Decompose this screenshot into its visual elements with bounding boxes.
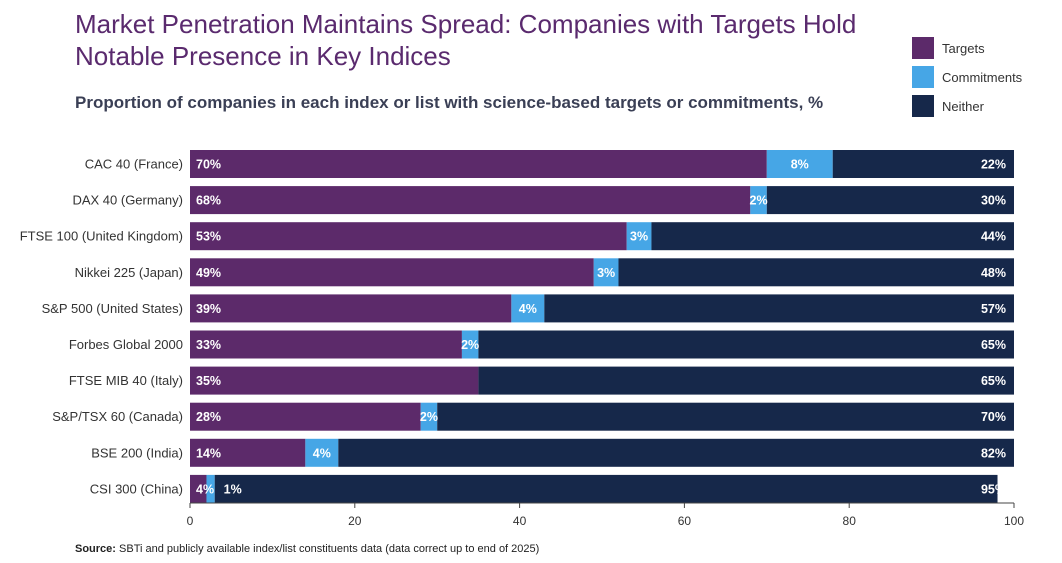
bar-neither-bse-200-india: [338, 438, 1014, 467]
chart-title: Market Penetration Maintains Spread: Com…: [75, 9, 857, 71]
category-label-forbes-global-2000: Forbes Global 2000: [69, 337, 183, 352]
bar-targets-nikkei-225-japan: [190, 258, 594, 287]
data-label-targets-nikkei-225-japan: 49%: [196, 266, 221, 280]
legend-swatch-commitments: [912, 66, 934, 88]
data-label-targets-cac-40-france: 70%: [196, 158, 221, 172]
data-label-commitments-ftse-100-united-kingdom: 3%: [630, 230, 648, 244]
stacked-bar-chart: CAC 40 (France) 70% 8% 22% DAX 40 (Germany) 6…: [20, 150, 1024, 528]
x-tick-label-40: 40: [513, 514, 527, 528]
bar-neither-s-p-tsx-60-canada: [437, 402, 1014, 431]
legend-label-neither: Neither: [942, 98, 984, 114]
legend-swatch-neither: [912, 95, 934, 117]
bar-neither-dax-40-germany: [766, 186, 1014, 215]
bar-commitments-csi-300-china: [206, 474, 215, 503]
bar-neither-nikkei-225-japan: [618, 258, 1014, 287]
data-label-commitments-bse-200-india: 4%: [313, 446, 331, 460]
bar-targets-forbes-global-2000: [190, 330, 462, 359]
source-text: SBTi and publicly available index/list c…: [115, 543, 540, 555]
data-label-commitments-s-p-500-united-states: 4%: [519, 302, 537, 316]
bar-neither-s-p-500-united-states: [544, 294, 1014, 323]
bar-commitments-forbes-global-2000: [461, 330, 479, 359]
bar-targets-dax-40-germany: [190, 186, 751, 215]
data-label-targets-ftse-100-united-kingdom: 53%: [196, 230, 221, 244]
bar-commitments-nikkei-225-japan: [593, 258, 619, 287]
bar-neither-csi-300-china: [214, 474, 998, 503]
data-label-targets-forbes-global-2000: 33%: [196, 338, 221, 352]
data-label-targets-dax-40-germany: 68%: [196, 194, 221, 208]
category-label-ftse-mib-40-italy: FTSE MIB 40 (Italy): [69, 373, 183, 388]
bar-targets-s-p-tsx-60-canada: [190, 402, 421, 431]
bar-neither-forbes-global-2000: [478, 330, 1014, 359]
legend-label-commitments: Commitments: [942, 69, 1023, 85]
bar-targets-s-p-500-united-states: [190, 294, 512, 323]
category-label-cac-40-france: CAC 40 (France): [85, 157, 183, 172]
data-label-commitments-cac-40-france: 8%: [791, 158, 809, 172]
data-label-neither-s-p-500-united-states: 57%: [981, 302, 1006, 316]
legend-item-targets: Targets: [912, 37, 1022, 59]
bar-neither-ftse-mib-40-italy: [478, 366, 1014, 395]
data-label-targets-s-p-tsx-60-canada: 28%: [196, 410, 221, 424]
category-label-bse-200-india: BSE 200 (India): [91, 445, 183, 460]
data-label-neither-nikkei-225-japan: 48%: [981, 266, 1006, 280]
x-tick-label-20: 20: [348, 514, 362, 528]
category-label-ftse-100-united-kingdom: FTSE 100 (United Kingdom): [20, 229, 183, 244]
source-label: Source:: [75, 543, 116, 555]
data-label-targets-bse-200-india: 14%: [196, 446, 221, 460]
bar-commitments-dax-40-germany: [750, 186, 767, 215]
bar-targets-cac-40-france: [190, 150, 767, 178]
data-label-neither-ftse-100-united-kingdom: 44%: [981, 230, 1006, 244]
data-label-neither-forbes-global-2000: 65%: [981, 338, 1006, 352]
bar-targets-csi-300-china: [190, 474, 207, 503]
data-label-targets-s-p-500-united-states: 39%: [196, 302, 221, 316]
chart-subtitle: Proportion of companies in each index or…: [75, 93, 824, 112]
data-label-commitments-nikkei-225-japan: 3%: [597, 266, 615, 280]
category-label-nikkei-225-japan: Nikkei 225 (Japan): [75, 265, 183, 280]
data-label-commitments-s-p-tsx-60-canada: 2%: [420, 410, 438, 424]
x-tick-label-80: 80: [843, 514, 857, 528]
bar-commitments-s-p-tsx-60-canada: [420, 402, 438, 431]
data-label-neither-dax-40-germany: 30%: [981, 194, 1006, 208]
legend-swatch-targets: [912, 37, 934, 59]
data-label-commitments-dax-40-germany: 2%: [750, 194, 768, 208]
bar-commitments-bse-200-india: [305, 438, 339, 467]
x-tick-label-100: 100: [1004, 514, 1024, 528]
legend-item-commitments: Commitments: [912, 66, 1023, 88]
legend-label-targets: Targets: [942, 40, 985, 56]
data-label-neither-ftse-mib-40-italy: 65%: [981, 374, 1006, 388]
data-label-targets-ftse-mib-40-italy: 35%: [196, 374, 221, 388]
data-label-neither-csi-300-china: 95%: [981, 482, 1006, 496]
category-label-s-p-tsx-60-canada: S&P/TSX 60 (Canada): [52, 409, 183, 424]
data-label-neither-cac-40-france: 22%: [981, 158, 1006, 172]
bar-targets-bse-200-india: [190, 438, 306, 467]
bar-neither-ftse-100-united-kingdom: [651, 222, 1014, 251]
bar-commitments-ftse-100-united-kingdom: [626, 222, 652, 251]
bar-commitments-cac-40-france: [766, 150, 833, 178]
source-note: Source: SBTi and publicly available inde…: [75, 543, 539, 555]
legend-item-neither: Neither: [912, 95, 1022, 117]
x-tick-label-0: 0: [187, 514, 194, 528]
data-label-neither-s-p-tsx-60-canada: 70%: [981, 410, 1006, 424]
category-label-dax-40-germany: DAX 40 (Germany): [72, 193, 183, 208]
data-label-targets-csi-300-china: 4%: [196, 482, 214, 496]
bar-targets-ftse-mib-40-italy: [190, 366, 479, 395]
x-tick-label-60: 60: [678, 514, 692, 528]
data-label-neither-bse-200-india: 82%: [981, 446, 1006, 460]
bar-targets-ftse-100-united-kingdom: [190, 222, 627, 251]
data-label-commitments-forbes-global-2000: 2%: [461, 338, 479, 352]
data-label-commitments-csi-300-china: 1%: [224, 482, 242, 496]
bar-neither-cac-40-france: [832, 150, 1014, 178]
category-label-csi-300-china: CSI 300 (China): [90, 481, 183, 496]
bar-commitments-s-p-500-united-states: [511, 294, 545, 323]
category-label-s-p-500-united-states: S&P 500 (United States): [42, 301, 183, 316]
chart-legend: Targets Commitments Neither: [912, 37, 1023, 125]
